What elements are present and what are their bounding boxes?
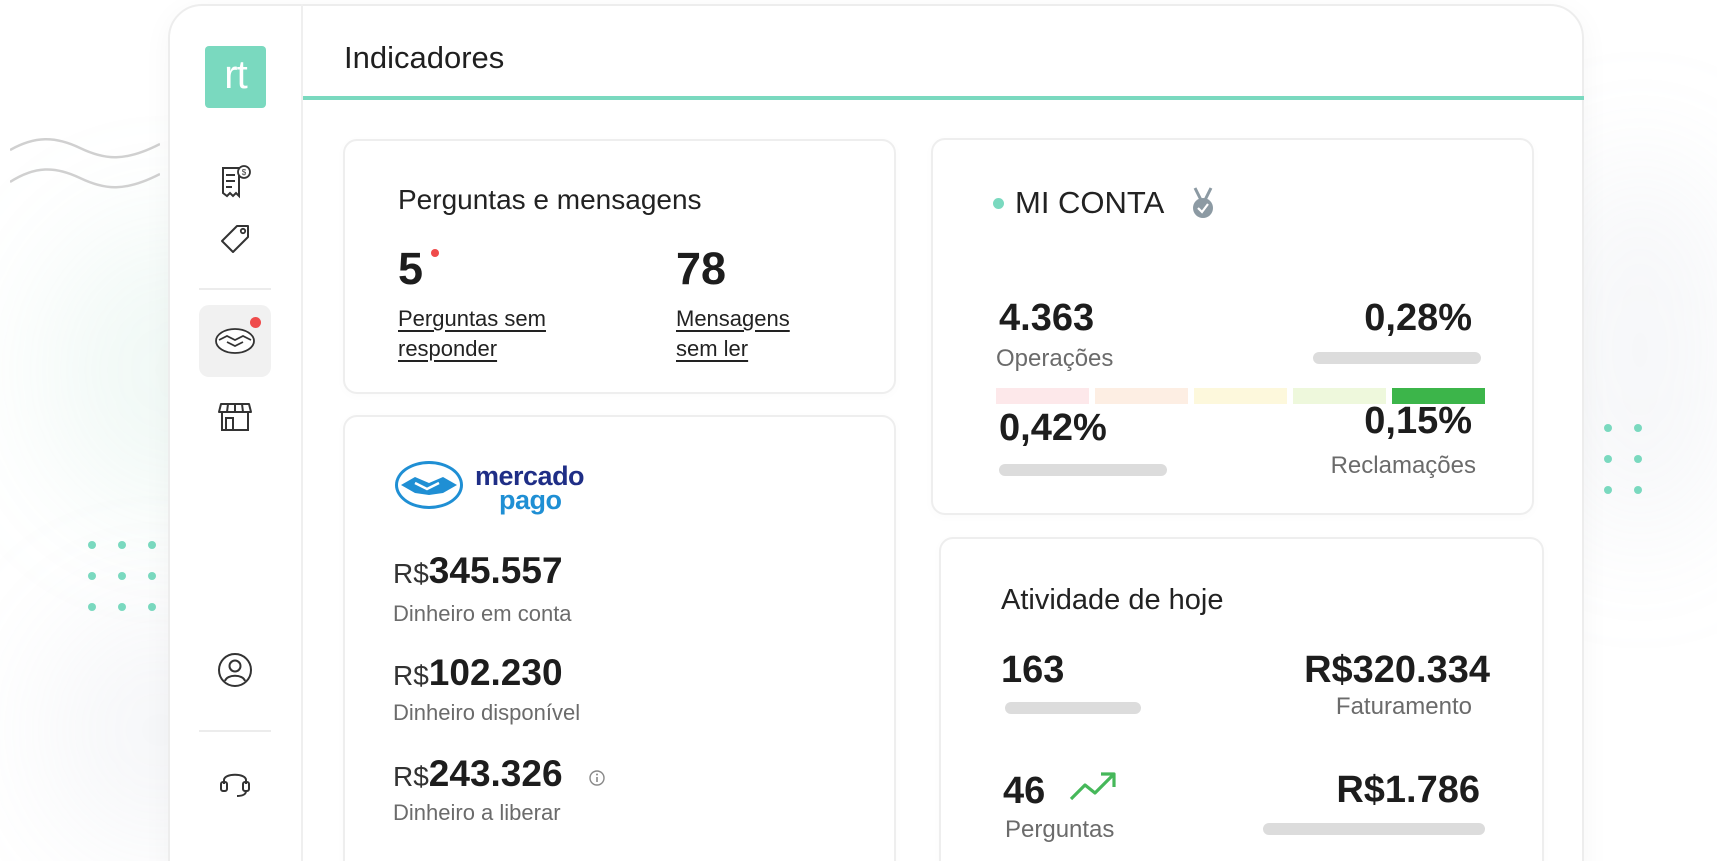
available-label: Dinheiro disponível [393,700,581,725]
questions-label: Perguntas [1005,816,1115,843]
claims-label: Reclamações [1330,452,1476,479]
mercado-pago-handshake-icon [395,461,463,509]
visits-value: 163 [1001,649,1065,691]
rate2-value: 0,42% [999,407,1107,449]
handshake-icon [215,328,255,354]
sidebar-item-sales[interactable]: $ [199,146,271,218]
receipt-icon: $ [222,165,251,199]
revenue-label: Faturamento [1335,693,1472,720]
price-tag-icon [221,225,249,253]
mercado-pago-brand-line1: mercado [475,461,585,491]
card-title: Perguntas e mensagens [398,184,702,215]
rate1-bar [1313,352,1481,364]
unanswered-alert-dot [431,249,439,257]
reputation-level-4 [1293,388,1386,404]
sidebar-item-support[interactable] [199,746,271,818]
rate2-bar [999,464,1167,476]
trend-up-icon [1069,772,1116,801]
operations-label: Operações [996,345,1114,372]
reputation-level-1 [996,388,1089,404]
info-icon[interactable] [588,769,606,787]
ticket-bar [1263,823,1485,835]
questions-value: 46 [1003,770,1046,812]
mercado-pago-card: mercado pago R$345.557 Dinheiro em conta… [343,415,896,861]
notification-badge [250,317,261,328]
app-logo[interactable]: rt [205,46,266,108]
unanswered-questions-link[interactable]: Perguntas sem responder [398,306,546,361]
medal-icon [1193,187,1213,218]
claims-value: 0,15% [1364,400,1472,442]
rate1-value: 0,28% [1364,297,1472,339]
sidebar-item-mercado-pago[interactable] [199,305,271,377]
today-activity-card: Atividade de hoje 163 R$320.334 Faturame… [939,537,1544,861]
ticket-value: R$1.786 [1336,769,1480,811]
sidebar-divider [199,288,271,290]
svg-text:$: $ [242,168,247,177]
unread-messages-link[interactable]: Mensagens sem ler [676,306,790,361]
reputation-level-2 [1095,388,1188,404]
sidebar-item-store[interactable] [199,380,271,452]
operations-value: 4.363 [999,297,1095,339]
questions-messages-card: Perguntas e mensagens 5 Perguntas sem re… [343,139,896,394]
mercado-pago-brand-line2: pago [499,485,562,515]
sidebar-item-products[interactable] [199,204,271,276]
pending-label: Dinheiro a liberar [393,800,561,825]
decorative-dots [88,541,156,611]
status-dot [993,198,1004,209]
available-amount: R$102.230 [393,652,563,693]
reputation-level-5 [1392,388,1485,404]
decorative-dots [1604,424,1642,494]
mi-conta-card: MI CONTA 4.363 Operações 0,28% 0,42% 0,1… [931,138,1534,515]
mercado-pago-logo: mercado pago [393,459,585,516]
page-title: Indicadores [344,40,505,75]
messages-count: 78 [676,243,727,294]
headset-icon [220,773,250,797]
decorative-wave-icon [10,138,160,189]
user-icon [218,653,252,687]
header-underline [303,96,1584,100]
visits-bar [1005,702,1141,714]
reputation-level-3 [1194,388,1287,404]
store-icon [218,403,252,431]
pending-amount: R$243.326 [393,753,563,794]
balance-amount: R$345.557 [393,550,563,591]
unanswered-count: 5 [398,243,424,294]
sidebar-item-profile[interactable] [199,634,271,706]
revenue-value: R$320.334 [1304,649,1490,691]
sidebar: rt $ [168,4,303,861]
sidebar-divider [199,730,271,732]
mi-conta-title: MI CONTA [1015,185,1165,220]
today-title: Atividade de hoje [1001,584,1224,616]
balance-label: Dinheiro em conta [393,601,572,626]
